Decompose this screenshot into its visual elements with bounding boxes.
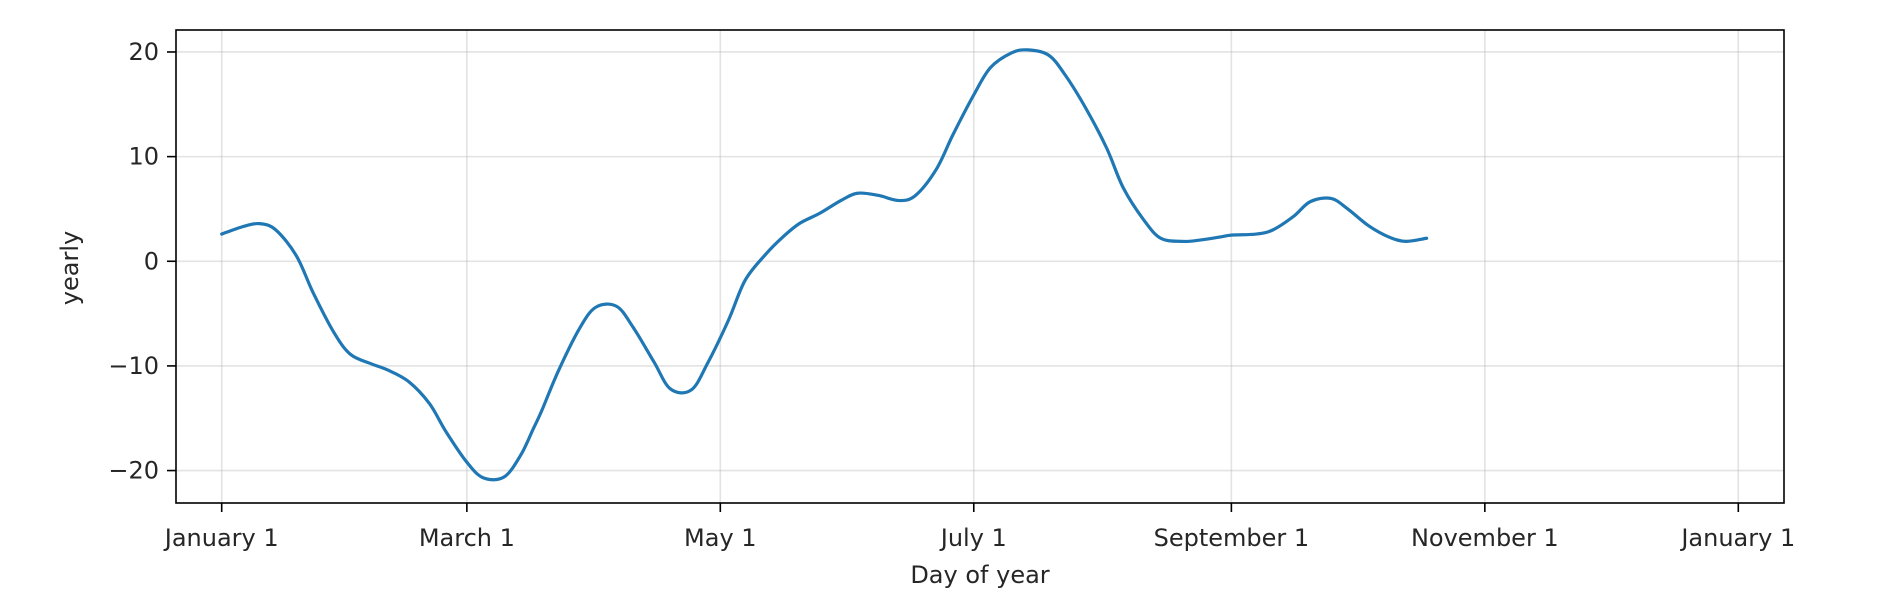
series-line-yearly <box>220 48 1429 482</box>
y-tick-label: 0 <box>144 247 159 275</box>
y-axis-label: yearly <box>56 231 84 305</box>
x-tick-label: May 1 <box>684 524 757 552</box>
x-tick-label: July 1 <box>939 524 1007 552</box>
grid <box>176 30 1784 503</box>
y-tick-label: 20 <box>128 38 159 66</box>
x-tick-label: January 1 <box>163 524 279 552</box>
x-tick-label: March 1 <box>419 524 515 552</box>
x-tick-label: September 1 <box>1154 524 1310 552</box>
y-tick-label: −10 <box>108 352 159 380</box>
x-axis-label: Day of year <box>910 561 1049 589</box>
y-axis: 20 10 0 −10 −20 <box>108 38 176 485</box>
x-tick-label: January 1 <box>1679 524 1795 552</box>
y-tick-label: −20 <box>108 457 159 485</box>
x-axis: January 1 March 1 May 1 July 1 September 1 No… <box>163 503 1795 552</box>
x-tick-label: November 1 <box>1411 524 1559 552</box>
series-layer <box>220 48 1429 482</box>
y-tick-label: 10 <box>128 143 159 171</box>
plot-area-frame <box>175 29 1785 504</box>
